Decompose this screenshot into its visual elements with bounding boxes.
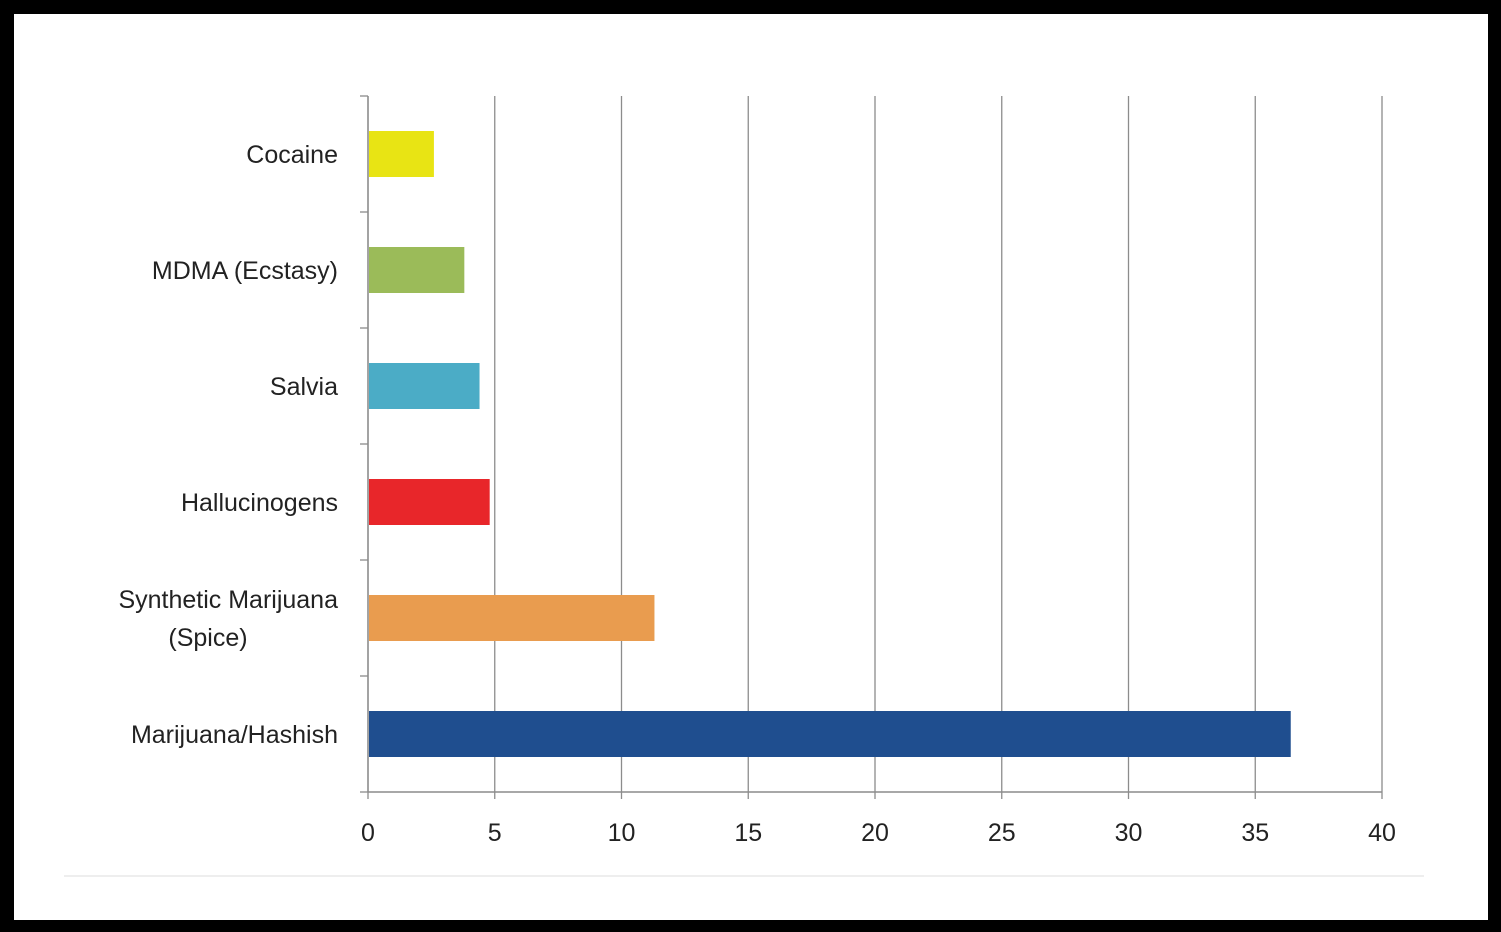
bar-mdma-ecstasy — [369, 247, 465, 293]
bar-synthetic-marijuana-spice — [369, 595, 655, 641]
category-labels: Cocaine MDMA (Ecstasy) Salvia Hallucinogens… — [118, 141, 338, 749]
category-label: Marijuana/Hashish — [131, 721, 338, 749]
category-label: Salvia — [270, 373, 338, 401]
category-label-line: Salvia — [270, 373, 338, 401]
x-tick-label: 20 — [861, 819, 889, 847]
x-tick-label: 30 — [1115, 819, 1143, 847]
tick-labels: 0 5 10 15 20 25 30 35 40 — [361, 819, 1396, 847]
category-label: Synthetic Marijuana (Spice) — [118, 586, 338, 652]
axes — [64, 95, 1424, 877]
x-tick-label: 35 — [1241, 819, 1269, 847]
category-label-line: Hallucinogens — [181, 489, 338, 517]
bar-cocaine — [369, 131, 434, 177]
category-label: MDMA (Ecstasy) — [152, 257, 338, 285]
x-tick-label: 40 — [1368, 819, 1396, 847]
category-label-line: Marijuana/Hashish — [131, 721, 338, 749]
category-label-line: (Spice) — [168, 624, 247, 652]
bar-salvia — [369, 363, 480, 409]
bar-chart: Cocaine MDMA (Ecstasy) Salvia Hallucinogens… — [64, 95, 1424, 877]
bar-marijuana-hashish — [369, 711, 1291, 757]
x-tick-label: 15 — [734, 819, 762, 847]
x-tick-label: 5 — [488, 819, 502, 847]
category-label-line: Synthetic Marijuana — [118, 586, 338, 614]
chart-frame: Cocaine MDMA (Ecstasy) Salvia Hallucinogens… — [14, 14, 1488, 920]
category-label-line: Cocaine — [246, 141, 338, 169]
category-label-line: MDMA (Ecstasy) — [152, 257, 338, 285]
category-label: Cocaine — [246, 141, 338, 169]
x-tick-label: 0 — [361, 819, 375, 847]
category-label: Hallucinogens — [181, 489, 338, 517]
gridlines — [494, 96, 1383, 792]
bars — [369, 131, 1291, 757]
x-tick-label: 25 — [988, 819, 1016, 847]
bar-hallucinogens — [369, 479, 490, 525]
x-tick-label: 10 — [608, 819, 636, 847]
